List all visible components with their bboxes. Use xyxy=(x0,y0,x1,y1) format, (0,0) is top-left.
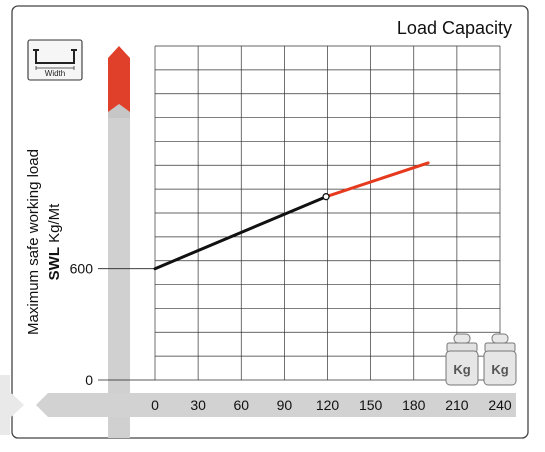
y-axis-label: Maximum safe working load SWL Kg/Mt xyxy=(25,149,63,335)
y-ticks: 0 600 xyxy=(70,261,155,388)
width-icon-label: Width xyxy=(45,69,65,78)
chart-grid xyxy=(154,45,501,381)
x-tick-label: 90 xyxy=(277,397,293,413)
y-axis-title: Maximum safe working load xyxy=(25,149,42,335)
transition-point-marker xyxy=(322,193,330,201)
x-tick-label: 210 xyxy=(445,397,469,413)
x-tick-label: 0 xyxy=(151,397,159,413)
x-tick-label: 30 xyxy=(190,397,206,413)
chart-frame xyxy=(11,5,529,439)
weight-label-2: Kg xyxy=(491,362,508,377)
weight-icon-1: Kg xyxy=(445,333,479,386)
x-tick-label: 150 xyxy=(359,397,383,413)
y-axis-unit-text: Kg/Mt xyxy=(46,203,63,243)
x-tick-label: 180 xyxy=(402,397,426,413)
y-axis-unit-bold: SWL xyxy=(46,247,63,280)
y-tick-label: 0 xyxy=(85,372,93,388)
y-axis-red-arrow xyxy=(108,46,130,112)
width-channel-icon: Width xyxy=(27,39,83,81)
x-tick-label: 120 xyxy=(316,397,340,413)
chart-title: Load Capacity xyxy=(397,18,512,38)
x-tick-label: 60 xyxy=(233,397,249,413)
y-axis-unit: SWL Kg/Mt xyxy=(46,203,63,281)
weight-icon-2: Kg xyxy=(483,333,517,386)
series-line-1 xyxy=(153,195,328,271)
y-axis-arrow-bar xyxy=(108,46,130,438)
series-line-2 xyxy=(324,161,430,199)
x-ticks: 0 30 60 90 120 150 180 210 240 xyxy=(151,397,512,413)
chart-series xyxy=(153,161,430,271)
x-tick-label: 240 xyxy=(488,397,512,413)
y-tick-label: 600 xyxy=(70,261,94,277)
x-axis-arrow-bar xyxy=(0,375,516,435)
weight-label-1: Kg xyxy=(453,362,470,377)
